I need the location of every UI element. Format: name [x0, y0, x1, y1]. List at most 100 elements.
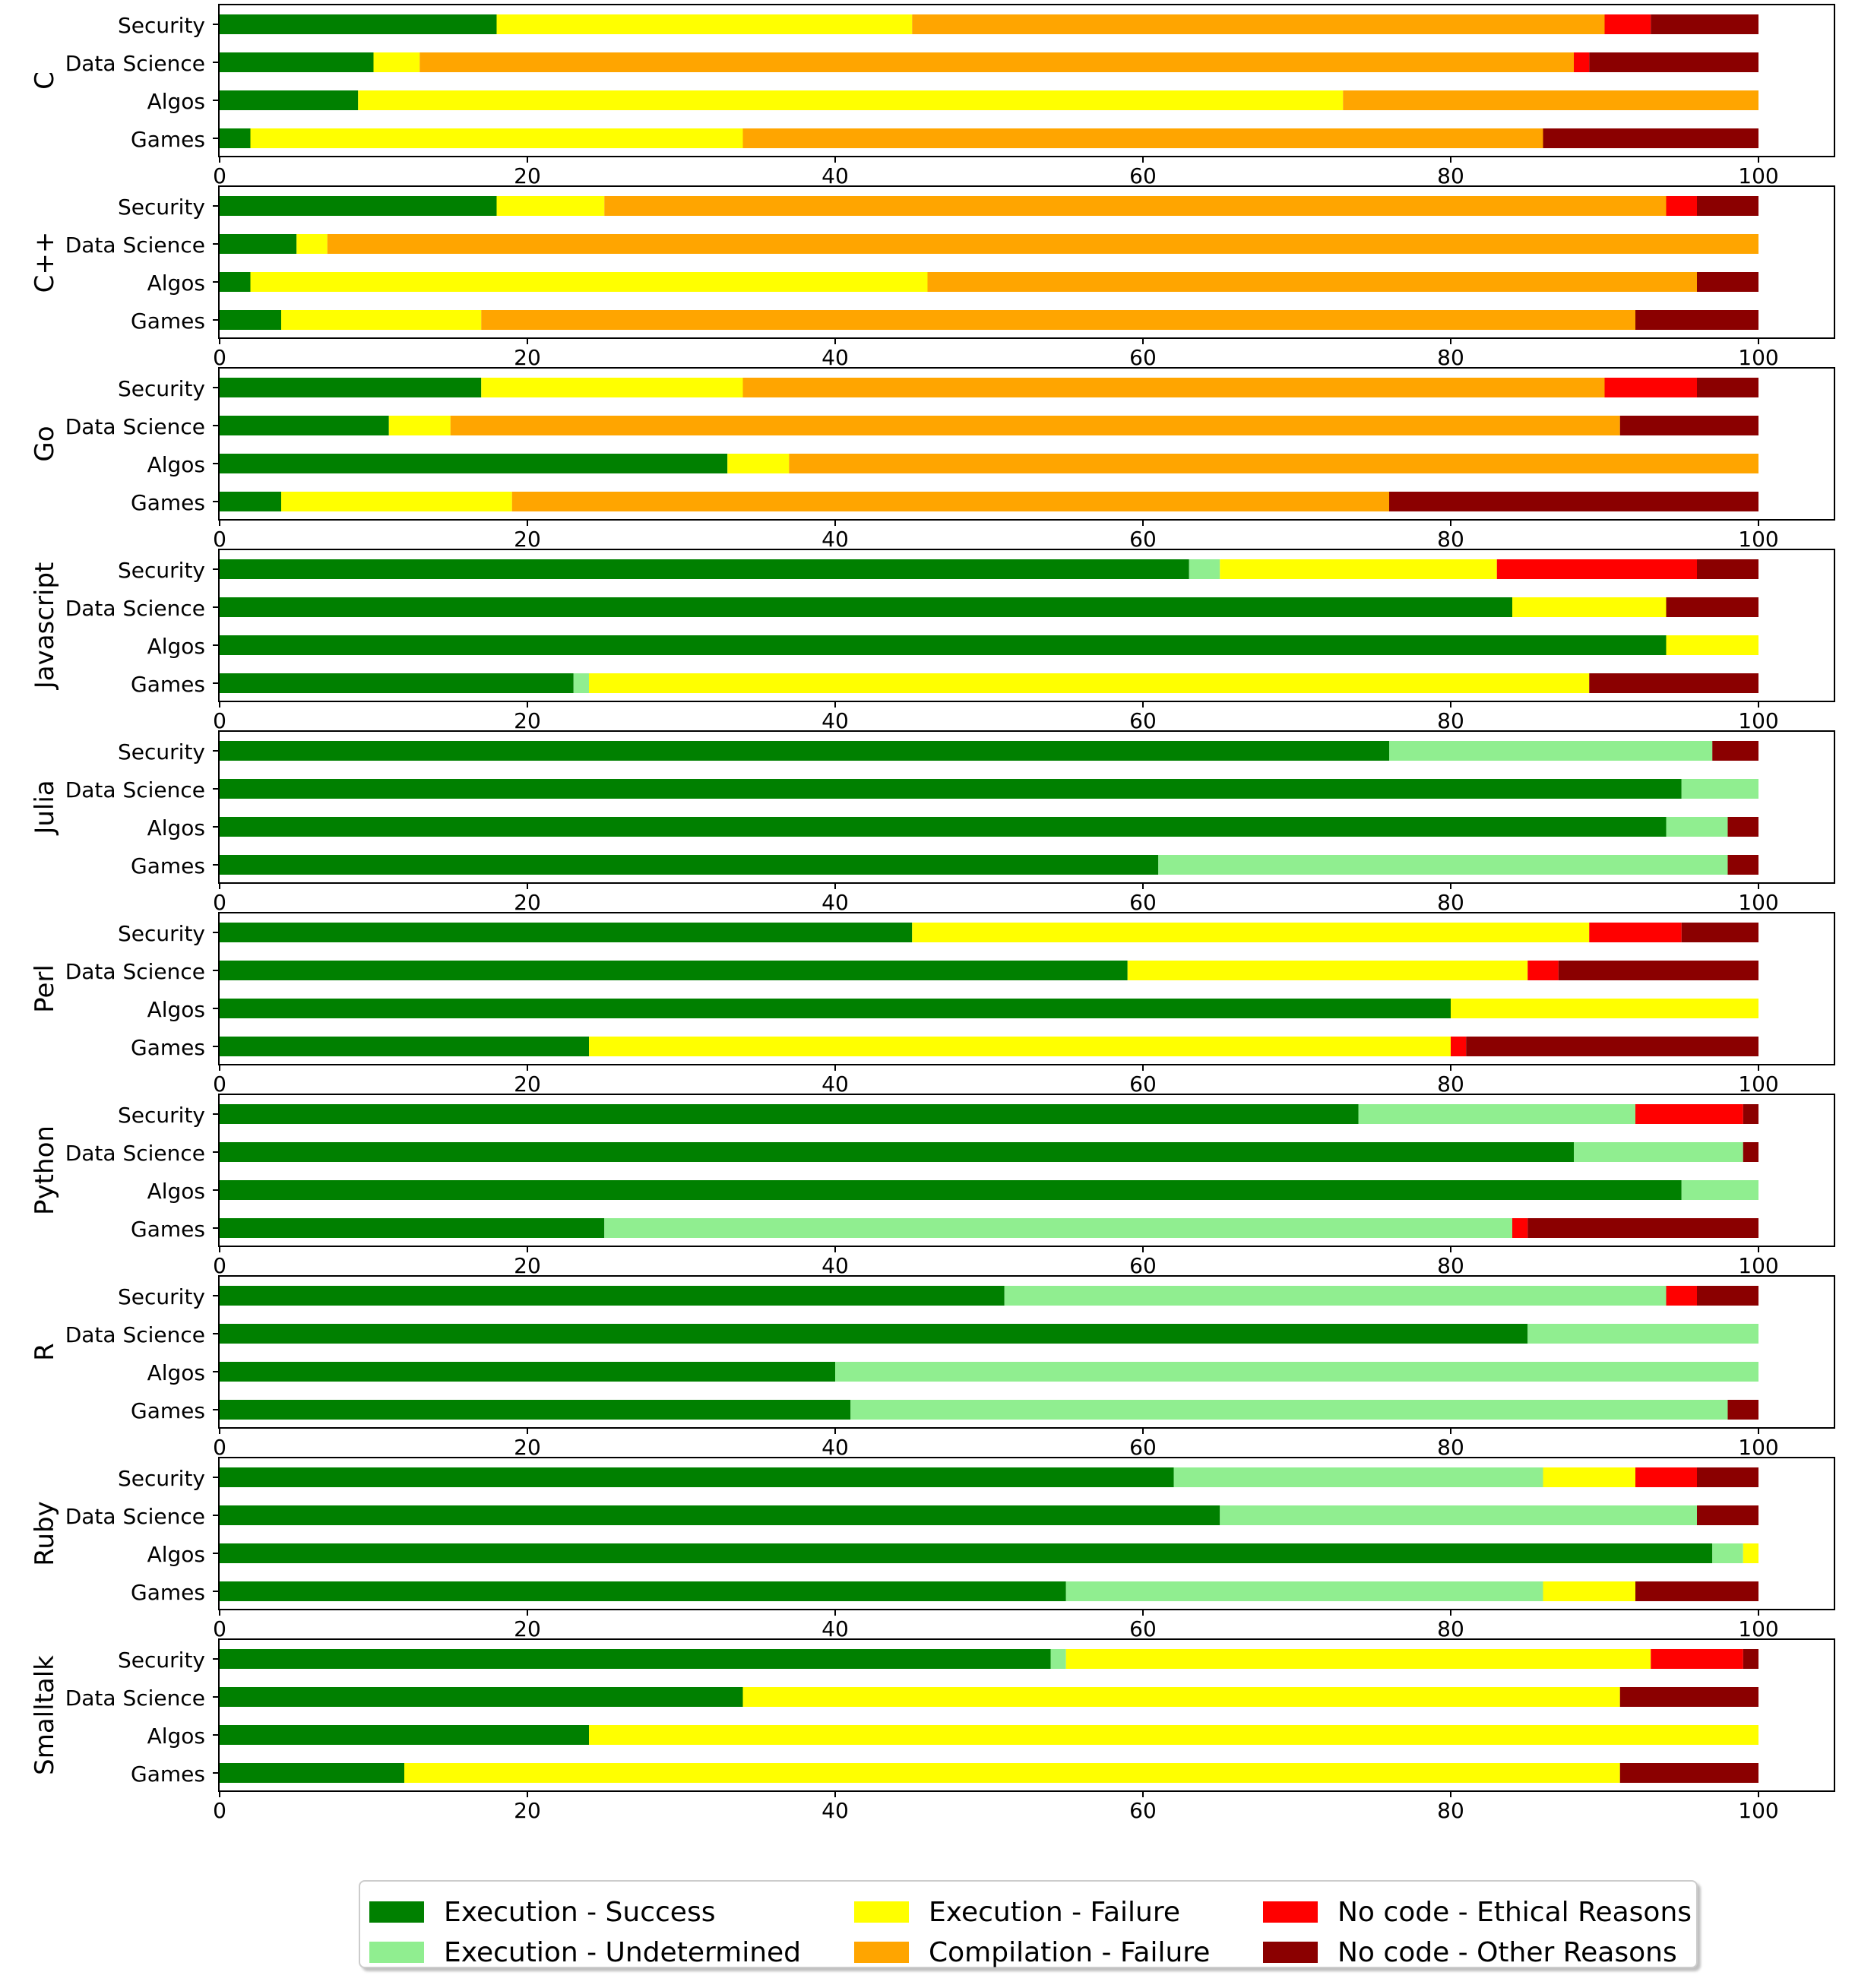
bar-go-security-other [1697, 378, 1758, 397]
x-tick-label: 20 [514, 1253, 541, 1278]
bar-c-security-success [220, 14, 497, 34]
x-tick-label: 20 [514, 1798, 541, 1823]
y-tick-label: Algos [147, 452, 205, 477]
bar-c-security-other [1697, 196, 1758, 216]
bar-julia-data-science-success [220, 779, 1682, 799]
legend-swatch [854, 1942, 909, 1963]
panel-ruby: Security Data Science Algos Games 0 20 40 60 80 1… [30, 1457, 1835, 1641]
bar-c-data-science-exec_fail [373, 52, 420, 72]
y-tick-label: Games [131, 309, 205, 334]
bar-c-games-success [220, 310, 281, 330]
y-tick-label: Algos [147, 1542, 205, 1567]
bar-ruby-security-ethical [1635, 1467, 1697, 1487]
bar-c-games-compile_fail [742, 128, 1543, 148]
x-tick-label: 60 [1129, 163, 1157, 188]
bar-c-security-ethical [1666, 196, 1697, 216]
y-tick-label: Games [131, 490, 205, 515]
bar-go-algos-compile_fail [789, 454, 1758, 473]
bar-perl-security-ethical [1589, 923, 1682, 942]
bar-go-games-other [1389, 492, 1758, 511]
bar-smalltalk-games-exec_fail [404, 1763, 1620, 1783]
bar-smalltalk-data-science-success [220, 1687, 743, 1707]
bar-smalltalk-security-success [220, 1649, 1051, 1669]
bar-python-security-success [220, 1104, 1359, 1124]
panel-frame [218, 4, 1835, 157]
panel-label-go: Go [30, 426, 60, 461]
panel-label-julia: Julia [30, 780, 60, 835]
bar-r-security-undetermined [1004, 1286, 1667, 1306]
bar-go-games-compile_fail [511, 492, 1389, 511]
bar-julia-security-other [1712, 741, 1758, 761]
bar-ruby-security-success [220, 1467, 1174, 1487]
bar-julia-games-other [1727, 855, 1758, 875]
bar-smalltalk-data-science-other [1619, 1687, 1758, 1707]
x-tick-label: 100 [1738, 527, 1778, 552]
bar-smalltalk-games-success [220, 1763, 404, 1783]
panel-label-c: C [30, 71, 60, 90]
x-tick-label: 60 [1129, 890, 1157, 915]
x-tick-label: 80 [1437, 1072, 1464, 1097]
bar-python-games-ethical [1512, 1218, 1528, 1238]
y-tick-label: Security [118, 13, 205, 38]
bar-c-algos-other [1697, 272, 1758, 292]
y-tick-label: Security [118, 1284, 205, 1309]
panel-frame [218, 185, 1835, 339]
legend-item-success: Execution - Success [369, 1896, 716, 1928]
legend-label: Execution - Success [444, 1896, 716, 1928]
x-tick-label: 0 [213, 345, 226, 370]
x-tick-label: 40 [821, 163, 849, 188]
panel-label-smalltalk: Smalltalk [30, 1655, 60, 1775]
bar-julia-algos-other [1727, 817, 1758, 837]
bar-javascript-algos-success [220, 635, 1667, 655]
y-tick-label: Games [131, 1217, 205, 1242]
legend-label: No code - Other Reasons [1337, 1936, 1677, 1968]
x-tick-label: 100 [1738, 345, 1778, 370]
bar-ruby-algos-exec_fail [1743, 1543, 1758, 1563]
x-tick-label: 100 [1738, 890, 1778, 915]
bar-go-security-exec_fail [481, 378, 743, 397]
y-tick-label: Security [118, 739, 205, 764]
panel-label-python: Python [30, 1125, 60, 1215]
bar-perl-games-other [1466, 1037, 1758, 1056]
bar-perl-games-ethical [1451, 1037, 1467, 1056]
legend-label: Compilation - Failure [929, 1936, 1211, 1968]
x-tick-label: 60 [1129, 1435, 1157, 1460]
legend-item-ethical: No code - Ethical Reasons [1263, 1897, 1692, 1928]
bar-perl-data-science-other [1558, 961, 1758, 980]
bar-smalltalk-security-ethical [1651, 1649, 1743, 1669]
bar-javascript-security-exec_fail [1220, 559, 1497, 579]
y-tick-label: Security [118, 1103, 205, 1128]
bar-r-data-science-undetermined [1527, 1324, 1758, 1344]
bar-javascript-games-other [1589, 673, 1758, 693]
y-tick-label: Security [118, 1648, 205, 1673]
bar-c-games-exec_fail [281, 310, 482, 330]
x-tick-label: 60 [1129, 1253, 1157, 1278]
y-tick-label: Data Science [65, 414, 205, 439]
bar-python-security-undetermined [1358, 1104, 1635, 1124]
bar-ruby-data-science-undetermined [1220, 1505, 1697, 1525]
bar-python-games-other [1527, 1218, 1758, 1238]
panel-label-javascript: Javascript [30, 562, 60, 691]
x-tick-label: 100 [1738, 1798, 1778, 1823]
bar-perl-games-exec_fail [589, 1037, 1451, 1056]
legend-item-other: No code - Other Reasons [1263, 1936, 1677, 1968]
bar-go-games-exec_fail [281, 492, 512, 511]
panel-go: Security Data Science Algos Games 0 20 40 60 80 1… [30, 367, 1835, 552]
y-tick-label: Data Science [65, 959, 205, 984]
panel-perl: Security Data Science Algos Games 0 20 40 60 80 1… [30, 912, 1835, 1097]
legend-label: Execution - Undetermined [444, 1936, 802, 1968]
bar-c-data-science-ethical [1574, 52, 1590, 72]
bar-c-games-other [1635, 310, 1758, 330]
bar-javascript-security-undetermined [1189, 559, 1220, 579]
x-tick-label: 0 [213, 1798, 226, 1823]
bar-julia-security-undetermined [1389, 741, 1713, 761]
bar-go-data-science-other [1619, 416, 1758, 435]
bar-perl-security-other [1681, 923, 1758, 942]
x-tick-label: 0 [213, 1072, 226, 1097]
bar-ruby-algos-undetermined [1712, 1543, 1743, 1563]
x-tick-label: 80 [1437, 1798, 1464, 1823]
bar-javascript-security-ethical [1496, 559, 1697, 579]
bar-c-security-compile_fail [604, 196, 1667, 216]
bar-python-security-other [1743, 1104, 1758, 1124]
bar-go-algos-success [220, 454, 728, 473]
